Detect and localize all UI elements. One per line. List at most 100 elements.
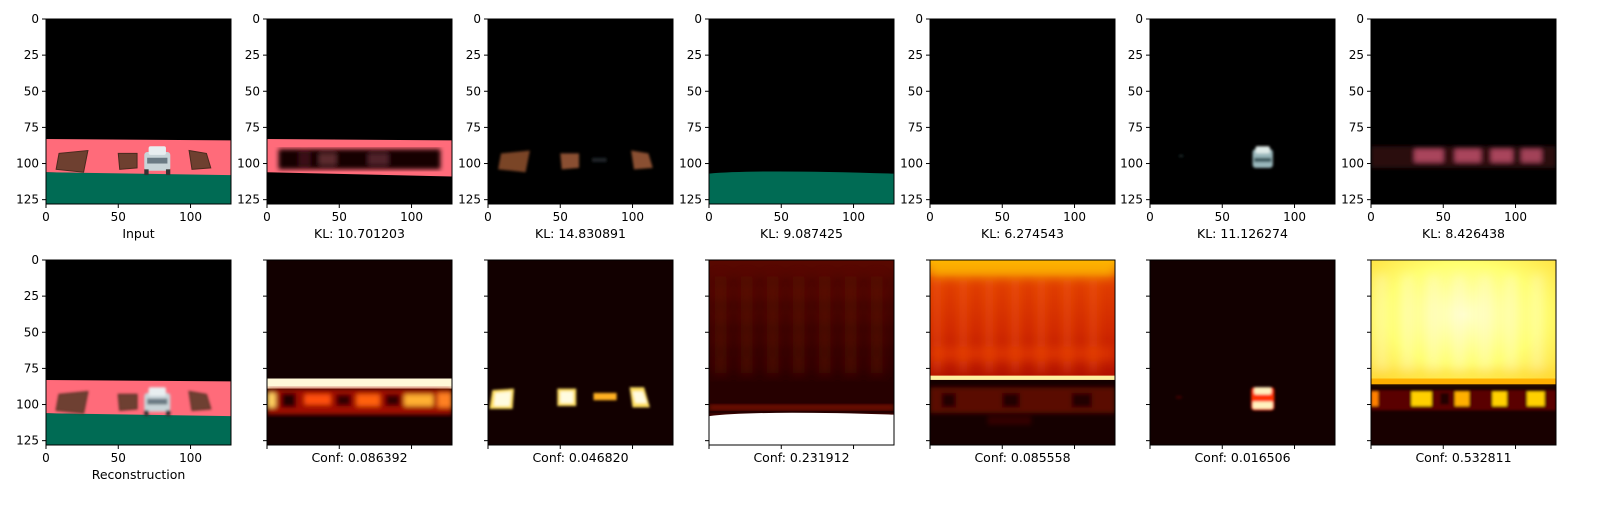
- panel-caption: Conf: 0.231912: [753, 450, 849, 465]
- x-tick-label: 50: [111, 451, 126, 465]
- x-tick-label: 0: [42, 210, 50, 224]
- axes-frame: [929, 259, 1116, 446]
- x-tick-label: 0: [263, 210, 271, 224]
- y-tick-label: 0: [31, 12, 39, 26]
- image-conf-background: [930, 260, 1115, 445]
- panel-caption: KL: 11.126274: [1197, 226, 1288, 241]
- panel-caption: Conf: 0.016506: [1194, 450, 1290, 465]
- y-tick-label: 125: [458, 193, 481, 207]
- y-tick-label: 25: [245, 48, 260, 62]
- y-tick-label: 125: [1341, 193, 1364, 207]
- axes-frame: [487, 18, 674, 205]
- y-tick-label: 125: [679, 193, 702, 207]
- image-conf-boxes: [488, 260, 673, 445]
- x-tick-label: 50: [1436, 210, 1451, 224]
- x-tick-label: 100: [179, 451, 202, 465]
- panel-caption: KL: 10.701203: [314, 226, 405, 241]
- y-tick-label: 100: [458, 157, 481, 171]
- axes-frame: [1370, 259, 1557, 446]
- y-tick-label: 25: [687, 48, 702, 62]
- y-tick-label: 100: [16, 398, 39, 412]
- y-tick-label: 100: [1120, 157, 1143, 171]
- y-tick-label: 75: [466, 120, 481, 134]
- y-tick-label: 125: [900, 193, 923, 207]
- x-tick-label: 100: [1504, 210, 1527, 224]
- panel-caption: KL: 14.830891: [535, 226, 626, 241]
- panel-caption: KL: 9.087425: [760, 226, 843, 241]
- y-tick-label: 75: [908, 120, 923, 134]
- axes-r2-c6: Conf: 0.016506: [1146, 259, 1336, 465]
- axes-r1-c3: 0 50 100 0 25 50 75 100 125 KL: 14.830891: [458, 12, 674, 241]
- axes-r1-c2: 0 50 100 0 25 50 75 100 125 KL: 10.701203: [237, 12, 453, 241]
- y-tick-label: 0: [473, 12, 481, 26]
- axes-r1-c4: 0 50 100 0 25 50 75 100 125 KL: 9.087425: [679, 12, 895, 241]
- panel-caption: Conf: 0.046820: [532, 450, 628, 465]
- x-tick-label: 0: [1146, 210, 1154, 224]
- axes-r1-c1: 0 50 100 0 25 50 75 100 125 Input: [16, 12, 232, 241]
- y-tick-label: 100: [16, 157, 39, 171]
- axes-frame: [1370, 18, 1557, 205]
- y-tick-label: 75: [24, 361, 39, 375]
- y-tick-label: 75: [687, 120, 702, 134]
- y-tick-label: 25: [24, 289, 39, 303]
- x-tick-label: 0: [1367, 210, 1375, 224]
- axes-frame: [45, 18, 232, 205]
- x-tick-label: 0: [705, 210, 713, 224]
- y-tick-label: 100: [1341, 157, 1364, 171]
- y-tick-label: 100: [900, 157, 923, 171]
- axes-frame: [487, 259, 674, 446]
- y-tick-label: 0: [1356, 12, 1364, 26]
- panel-caption: Input: [122, 226, 154, 241]
- x-tick-label: 100: [621, 210, 644, 224]
- y-tick-label: 50: [1128, 84, 1143, 98]
- image-conf-floor: [709, 260, 894, 445]
- axes-r1-c5: 0 50 100 0 25 50 75 100 125 KL: 6.274543: [900, 12, 1116, 241]
- image-scene: [46, 260, 231, 445]
- axes-frame: [708, 18, 895, 205]
- axes-frame: [1149, 18, 1336, 205]
- axes-r2-c2: Conf: 0.086392: [263, 259, 453, 465]
- axes-r2-c4: Conf: 0.231912: [705, 259, 895, 465]
- y-tick-label: 50: [24, 325, 39, 339]
- axes-r2-c5: Conf: 0.085558: [926, 259, 1116, 465]
- y-tick-label: 50: [24, 84, 39, 98]
- panel-caption: Conf: 0.085558: [974, 450, 1070, 465]
- x-tick-label: 100: [400, 210, 423, 224]
- x-tick-label: 100: [842, 210, 865, 224]
- image-slot-floor: [709, 19, 894, 204]
- axes-r2-c1: 0 50 100 0 25 50 75 100 125 Reconstruction: [16, 253, 232, 482]
- y-tick-label: 125: [237, 193, 260, 207]
- x-tick-label: 50: [553, 210, 568, 224]
- y-tick-label: 25: [24, 48, 39, 62]
- axes-r2-c3: Conf: 0.046820: [484, 259, 674, 465]
- y-tick-label: 75: [24, 120, 39, 134]
- axes-frame: [929, 18, 1116, 205]
- y-tick-label: 50: [466, 84, 481, 98]
- axes-r1-c7: 0 50 100 0 25 50 75 100 125 KL: 8.426438: [1341, 12, 1557, 241]
- x-tick-label: 50: [774, 210, 789, 224]
- y-tick-label: 100: [237, 157, 260, 171]
- y-tick-label: 0: [252, 12, 260, 26]
- y-tick-label: 50: [908, 84, 923, 98]
- y-tick-label: 75: [1128, 120, 1143, 134]
- y-tick-label: 75: [1349, 120, 1364, 134]
- y-tick-label: 125: [16, 434, 39, 448]
- y-tick-label: 125: [16, 193, 39, 207]
- y-tick-label: 25: [1128, 48, 1143, 62]
- panel-caption: Conf: 0.086392: [311, 450, 407, 465]
- panel-caption: KL: 8.426438: [1422, 226, 1505, 241]
- axes-frame: [708, 259, 895, 446]
- y-tick-label: 0: [694, 12, 702, 26]
- panel-caption: Conf: 0.532811: [1415, 450, 1511, 465]
- y-tick-label: 0: [31, 253, 39, 267]
- axes-r1-c6: 0 50 100 0 25 50 75 100 125 KL: 11.126274: [1120, 12, 1336, 241]
- image-scene: [46, 19, 231, 204]
- y-tick-label: 0: [1135, 12, 1143, 26]
- x-tick-label: 0: [926, 210, 934, 224]
- x-tick-label: 50: [111, 210, 126, 224]
- axes-frame: [266, 18, 453, 205]
- y-tick-label: 25: [908, 48, 923, 62]
- y-tick-label: 100: [679, 157, 702, 171]
- axes-frame: [1149, 259, 1336, 446]
